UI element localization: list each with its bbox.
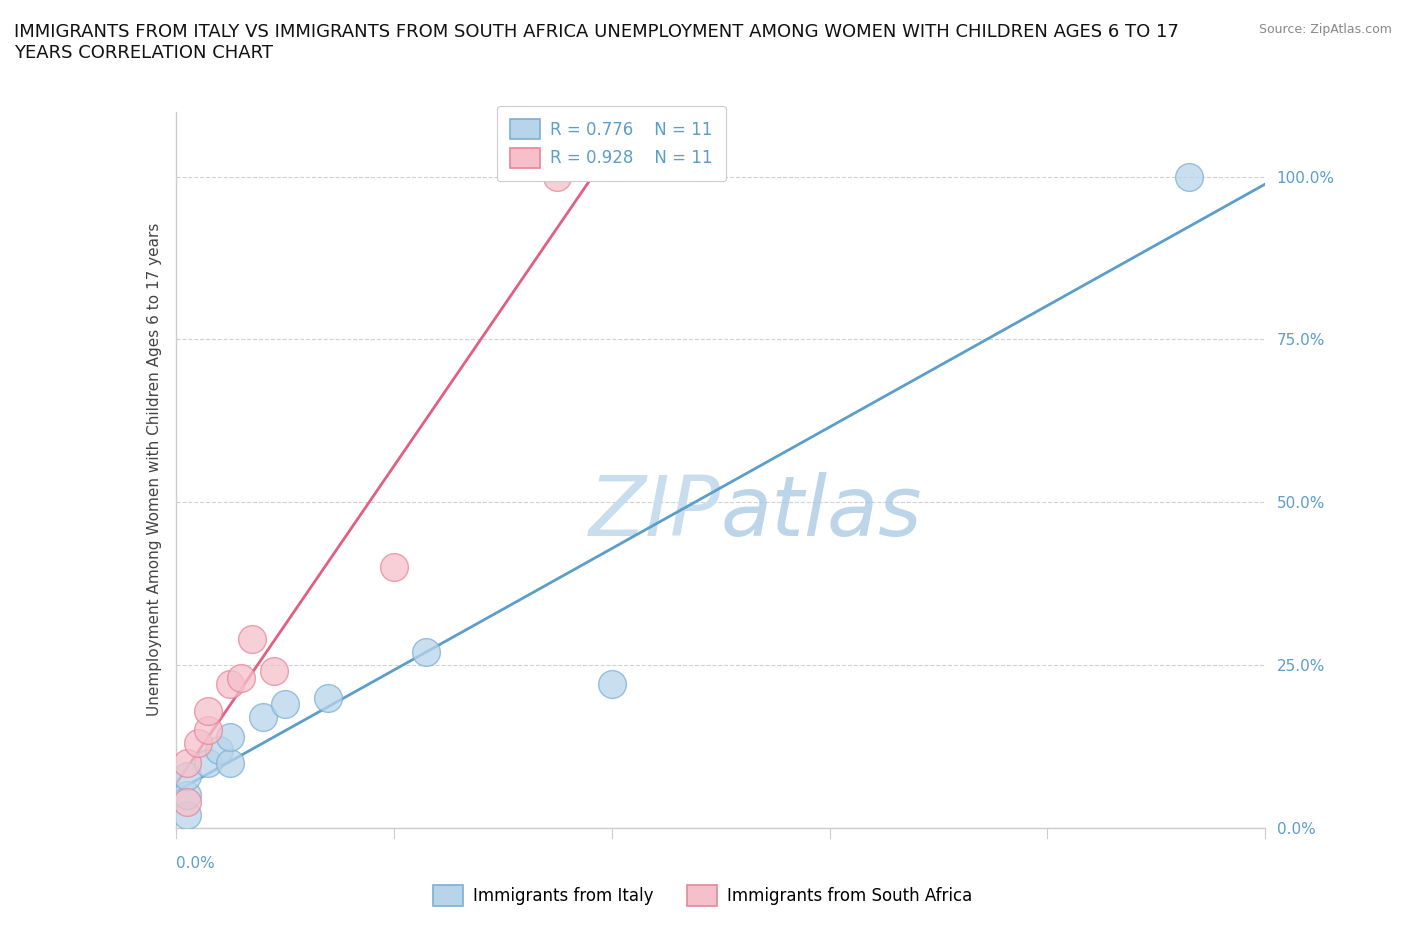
Point <box>176 788 198 803</box>
Point <box>176 794 198 809</box>
Y-axis label: Unemployment Among Women with Children Ages 6 to 17 years: Unemployment Among Women with Children A… <box>146 223 162 716</box>
Text: 0.0%: 0.0% <box>176 857 215 871</box>
Point <box>208 742 231 757</box>
Point <box>546 169 568 184</box>
Point <box>263 664 285 679</box>
Text: atlas: atlas <box>721 472 922 553</box>
Point <box>415 644 437 659</box>
Point <box>197 723 219 737</box>
Point <box>231 671 253 685</box>
Text: Source: ZipAtlas.com: Source: ZipAtlas.com <box>1258 23 1392 36</box>
Point <box>197 755 219 770</box>
Point <box>252 710 274 724</box>
Point <box>274 697 297 711</box>
Point <box>176 807 198 822</box>
Point <box>1178 169 1201 184</box>
Legend: Immigrants from Italy, Immigrants from South Africa: Immigrants from Italy, Immigrants from S… <box>427 879 979 912</box>
Text: IMMIGRANTS FROM ITALY VS IMMIGRANTS FROM SOUTH AFRICA UNEMPLOYMENT AMONG WOMEN W: IMMIGRANTS FROM ITALY VS IMMIGRANTS FROM… <box>14 23 1180 62</box>
Point <box>197 703 219 718</box>
Point <box>219 729 242 744</box>
Point <box>318 690 340 705</box>
Point <box>186 736 209 751</box>
Point <box>219 677 242 692</box>
Point <box>240 631 263 646</box>
Legend: R = 0.776    N = 11, R = 0.928    N = 11: R = 0.776 N = 11, R = 0.928 N = 11 <box>498 106 725 181</box>
Point <box>600 677 623 692</box>
Point <box>176 768 198 783</box>
Text: ZIP: ZIP <box>589 472 721 553</box>
Point <box>176 755 198 770</box>
Point <box>382 560 405 575</box>
Point <box>219 755 242 770</box>
